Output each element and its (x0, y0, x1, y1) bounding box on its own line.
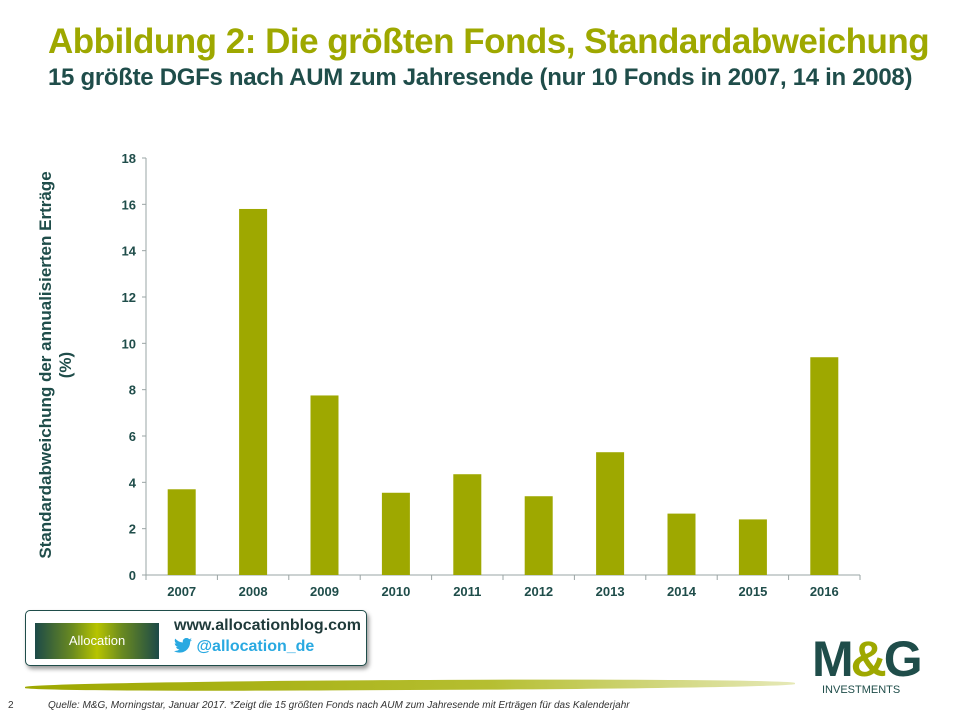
blog-promo-box[interactable]: Allocation www.allocationblog.com @alloc… (25, 610, 367, 666)
logo-g: G (883, 631, 923, 687)
logo-investments: INVESTMENTS (822, 684, 901, 696)
y-tick-label: 8 (129, 383, 136, 398)
y-tick-label: 16 (122, 197, 136, 212)
bar-2011 (453, 474, 482, 575)
bar-2014 (667, 513, 696, 575)
logo-amp: & (850, 631, 887, 687)
x-tick-label: 2016 (810, 584, 839, 599)
y-tick-label: 14 (122, 244, 137, 259)
y-tick-label: 10 (122, 336, 136, 351)
decorative-brush-stroke (25, 677, 795, 693)
y-tick-label: 18 (122, 151, 136, 166)
bar-2016 (810, 357, 839, 575)
twitter-bird-icon (174, 637, 192, 653)
x-tick-label: 2015 (738, 584, 767, 599)
y-tick-label: 12 (122, 290, 136, 305)
bar-2009 (310, 395, 339, 575)
x-tick-label: 2009 (310, 584, 339, 599)
bar-2007 (167, 489, 196, 575)
bar-2010 (381, 492, 410, 575)
allocation-logo: Allocation (35, 623, 159, 659)
bar-2015 (738, 519, 767, 575)
y-tick-label: 6 (129, 429, 136, 444)
logo-m: M (812, 631, 854, 687)
page-number: 2 (8, 700, 14, 711)
twitter-handle[interactable]: @allocation_de (174, 637, 315, 656)
x-tick-label: 2013 (596, 584, 625, 599)
x-tick-label: 2010 (381, 584, 410, 599)
x-tick-label: 2012 (524, 584, 553, 599)
source-note: Quelle: M&G, Morningstar, Januar 2017. *… (48, 700, 630, 711)
bar-chart: 0 2 4 6 8 10 12 14 16 18 2007 2008 2009 2010 2011 2012 2… (122, 151, 861, 599)
y-tick-label: 2 (129, 522, 136, 537)
bar-2008 (239, 208, 268, 575)
slide-title: Abbildung 2: Die größten Fonds, Standard… (48, 22, 930, 61)
x-tick-label: 2008 (239, 584, 268, 599)
bar-2013 (596, 452, 625, 575)
x-tick-label: 2011 (453, 584, 481, 599)
y-axis-label: Standardabweichung der annualisierten Er… (36, 171, 75, 559)
x-tick-label: 2007 (167, 584, 196, 599)
y-tick-label: 0 (129, 568, 136, 583)
bar-2012 (524, 496, 553, 575)
x-tick-label: 2014 (667, 584, 697, 599)
mg-investments-logo: M&G INVESTMENTS (812, 634, 932, 696)
slide-subtitle: 15 größte DGFs nach AUM zum Jahresende (… (48, 64, 913, 91)
twitter-handle-text: @allocation_de (196, 638, 315, 655)
blog-link[interactable]: www.allocationblog.com (174, 617, 361, 634)
y-tick-label: 4 (129, 475, 137, 490)
